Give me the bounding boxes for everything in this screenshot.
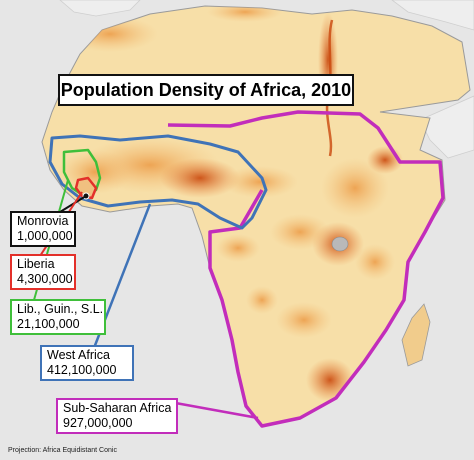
- lib-guin-sl-name: Lib., Guin., S.L.: [17, 302, 104, 316]
- west-africa-name: West Africa: [47, 348, 110, 362]
- sub-saharan-population: 927,000,000: [63, 416, 133, 430]
- madagascar: [401, 303, 431, 367]
- monrovia-population: 1,000,000: [17, 229, 73, 243]
- map-title: Population Density of Africa, 2010: [58, 74, 354, 106]
- west-africa-outline: [48, 134, 268, 230]
- sub-saharan-label: Sub-Saharan Africa 927,000,000: [56, 398, 178, 434]
- sub-saharan-outline: [167, 110, 445, 428]
- middle-east-landmass: [391, 0, 474, 31]
- west-africa-population: 412,100,000: [47, 363, 117, 377]
- liberia-label: Liberia 4,300,000: [10, 254, 76, 290]
- west-africa-label: West Africa 412,100,000: [40, 345, 134, 381]
- lib-guin-sl-population: 21,100,000: [17, 317, 80, 331]
- density-texture: [57, 6, 403, 402]
- monrovia-label: Monrovia 1,000,000: [10, 211, 76, 247]
- sub-saharan-name: Sub-Saharan Africa: [63, 401, 172, 415]
- liberia-name: Liberia: [17, 257, 55, 271]
- arabian-peninsula: [419, 95, 474, 159]
- europe-landmass: [59, 0, 141, 17]
- lib-guin-sl-label: Lib., Guin., S.L. 21,100,000: [10, 299, 106, 335]
- lake-victoria: [331, 236, 349, 252]
- monrovia-name: Monrovia: [17, 214, 69, 228]
- sub-saharan-leader-line: [169, 400, 259, 420]
- projection-note: Projection: Africa Equidistant Conic: [8, 447, 117, 454]
- liberia-population: 4,300,000: [17, 272, 73, 286]
